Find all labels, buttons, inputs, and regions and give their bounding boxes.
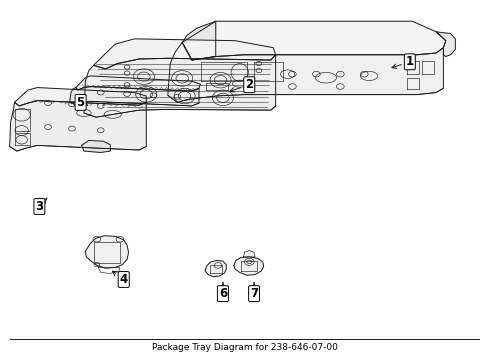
Text: 3: 3 <box>35 198 47 213</box>
Polygon shape <box>435 32 454 57</box>
Polygon shape <box>233 257 263 275</box>
Polygon shape <box>84 55 275 117</box>
Polygon shape <box>10 100 146 151</box>
Text: 2: 2 <box>229 78 253 92</box>
Polygon shape <box>182 21 215 60</box>
Polygon shape <box>93 39 275 69</box>
Text: 1: 1 <box>391 55 413 68</box>
Polygon shape <box>243 251 255 257</box>
Text: 4: 4 <box>112 271 127 286</box>
Polygon shape <box>15 87 146 106</box>
Text: 5: 5 <box>76 96 87 109</box>
Polygon shape <box>85 236 128 268</box>
Text: 6: 6 <box>218 283 226 300</box>
Polygon shape <box>205 260 226 277</box>
Polygon shape <box>69 86 199 106</box>
Polygon shape <box>81 140 110 153</box>
Text: 7: 7 <box>249 283 258 300</box>
Polygon shape <box>167 42 443 102</box>
Polygon shape <box>182 21 445 60</box>
Polygon shape <box>76 76 200 91</box>
Text: Package Tray Diagram for 238-646-07-00: Package Tray Diagram for 238-646-07-00 <box>151 343 337 352</box>
